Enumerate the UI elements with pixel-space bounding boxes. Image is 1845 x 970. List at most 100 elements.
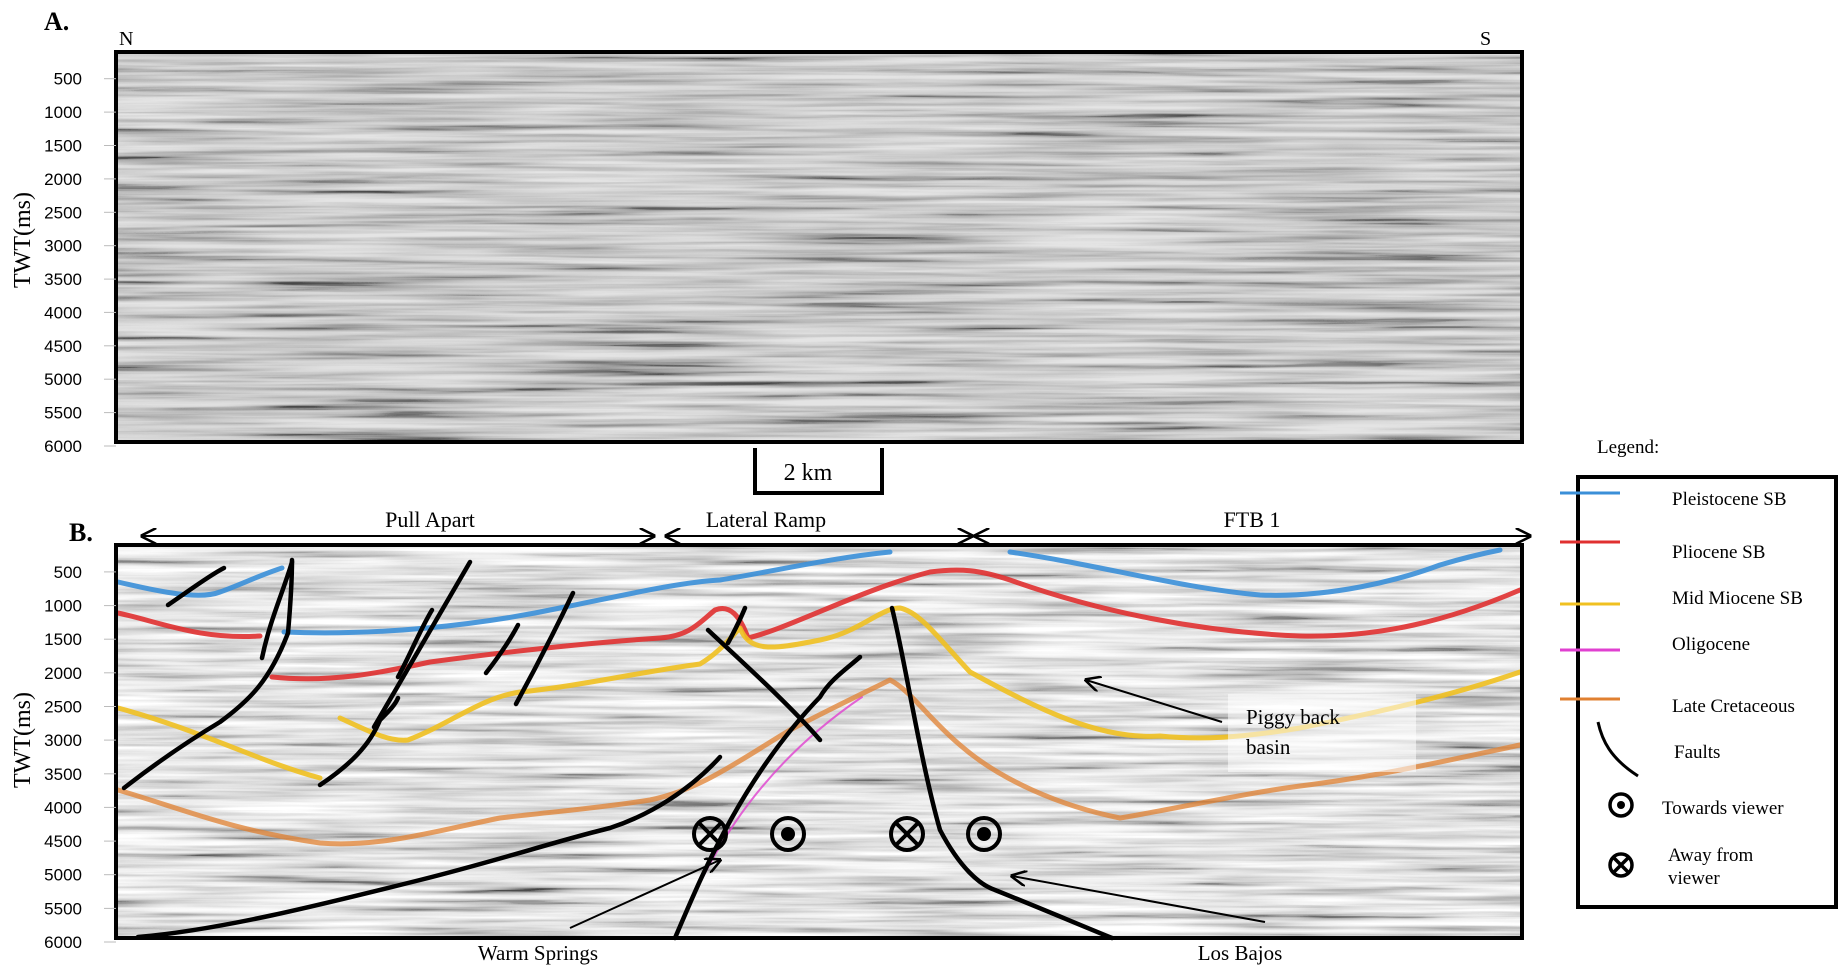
legend-label-oligocene: Oligocene [1672,634,1750,655]
ticks-a-label-1500: 1500 [44,137,82,156]
zone-label-pull-apart: Pull Apart [385,507,475,532]
horizon-pleistocene [115,547,1503,636]
legend-label-pleistocene: Pleistocene SB [1672,489,1787,510]
ticks-b-label-1000: 1000 [44,597,82,616]
piggy-back-annotation: Piggy back basin [1086,680,1416,772]
panel-a-y-axis-label: TWT(ms) [10,192,36,288]
ticks-b-label-500: 500 [54,563,82,582]
legend-fault-icon [1596,721,1639,778]
legend-item-towards-viewer: Towards viewer [1608,792,1784,819]
legend-label-away-from-viewer-line2: viewer [1668,868,1720,889]
fault-lateral-ramp-small [725,605,748,646]
ticks-b-label-6000: 6000 [44,933,82,952]
legend-label-mid-miocene: Mid Miocene SB [1672,588,1803,609]
fault-3 [121,557,295,791]
legend-item-away-from-viewer: Away from viewer [1608,845,1754,889]
panel-a: A. N S TWT(ms) 500 1000 1500 2000 2500 3000 35… [10,7,1524,456]
ticks-b-label-2000: 2000 [44,664,82,683]
panel-b-y-axis-label: TWT(ms) [10,692,36,788]
fault-1 [165,565,227,608]
ticks-b-label-1500: 1500 [44,630,82,649]
piggy-back-label-line1: Piggy back [1246,705,1340,729]
away-from-viewer-symbol-1 [692,816,728,852]
panel-b-y-ticks: 500 1000 1500 2000 2500 3000 3500 4000 4500 5000 5… [44,563,116,952]
ticks-a-label-2500: 2500 [44,203,82,222]
ticks-b-label-3500: 3500 [44,765,82,784]
ticks-a-label-3500: 3500 [44,270,82,289]
panel-a-south-label: S [1480,28,1491,50]
piggy-back-arrow [1086,680,1223,723]
panel-a-y-ticks: 500 1000 1500 2000 2500 3000 3500 4000 4500 5000 5… [44,70,116,456]
ticks-a-label-3000: 3000 [44,237,82,256]
warm-springs-label: Warm Springs [478,941,598,965]
legend-item-faults: Faults [1596,721,1720,778]
legend-label-away-from-viewer-line1: Away from [1668,845,1754,866]
fault-7 [483,622,521,676]
horizon-late-cretaceous [115,677,1523,847]
piggy-back-label-line2: basin [1246,735,1291,759]
horizons [115,547,1523,939]
zone-label-lateral-ramp: Lateral Ramp [706,507,826,532]
legend-item-oligocene: Oligocene [1560,634,1750,655]
panel-a-shade [116,52,1522,442]
fault-5 [395,607,435,680]
ticks-a-label-500: 500 [54,70,82,89]
piggy-back-box [1228,694,1416,772]
los-bajos-label: Los Bajos [1198,941,1283,965]
panel-b-frame [114,543,1524,940]
fault-2 [259,559,295,661]
away-from-viewer-symbol-2 [889,816,925,852]
legend-item-pleistocene: Pleistocene SB [1560,489,1787,510]
ticks-b-label-5500: 5500 [44,899,82,918]
ticks-a-label-4500: 4500 [44,337,82,356]
ticks-b-label-4500: 4500 [44,832,82,851]
panel-a-north-label: N [119,28,133,50]
towards-viewer-symbol-2 [966,816,1002,852]
ticks-a-label-5500: 5500 [44,404,82,423]
los-bajos-arrow [1012,876,1266,923]
away-from-viewer-icon [1608,852,1634,878]
motion-symbols [692,816,1002,852]
legend-item-mid-miocene: Mid Miocene SB [1560,588,1803,609]
fault-6 [317,695,401,788]
legend-frame [1576,475,1838,909]
ticks-b-label-4000: 4000 [44,798,82,817]
panel-b: B. TWT(ms) Pull Apart Lateral Ramp FTB 1 [10,507,1530,965]
legend: Legend: Pleistocene SB Pliocene SB Mid M… [1560,437,1838,909]
fault-los-bajos [889,605,1115,941]
ticks-b-label-3000: 3000 [44,731,82,750]
ticks-b-label-2500: 2500 [44,698,82,717]
zone-label-ftb1: FTB 1 [1224,507,1281,532]
legend-label-faults: Faults [1674,742,1720,763]
legend-item-pliocene: Pliocene SB [1560,540,1765,563]
fault-basal [135,754,723,940]
fault-warm-springs-splay [705,627,823,743]
zone-arrows: Pull Apart Lateral Ramp FTB 1 [142,507,1530,536]
scale-bar-label: 2 km [784,460,833,486]
scale-bar: 2 km [753,448,884,495]
ticks-a-label-1000: 1000 [44,103,82,122]
ticks-a-label-2000: 2000 [44,170,82,189]
panel-a-frame [114,50,1524,444]
panel-a-seismic-image [116,52,1522,442]
faults [121,557,1115,941]
panel-b-label: B. [69,518,93,547]
legend-label-towards-viewer: Towards viewer [1662,798,1784,819]
legend-title: Legend: [1597,437,1659,458]
scale-bar-shape [753,448,884,495]
ticks-a-label-5000: 5000 [44,370,82,389]
towards-viewer-icon [1608,792,1634,818]
towards-viewer-symbol-1 [770,816,806,852]
fault-8 [513,590,576,707]
legend-label-pliocene: Pliocene SB [1672,542,1765,563]
fault-warm-springs [672,654,863,941]
ticks-b-label-5000: 5000 [44,866,82,885]
ticks-a-label-6000: 6000 [44,437,82,456]
warm-springs-arrow [569,860,720,929]
legend-label-late-cretaceous: Late Cretaceous [1672,696,1795,717]
legend-item-late-cretaceous: Late Cretaceous [1560,696,1795,717]
panel-a-label: A. [44,7,69,36]
fault-4 [371,559,473,730]
ticks-a-label-4000: 4000 [44,303,82,322]
